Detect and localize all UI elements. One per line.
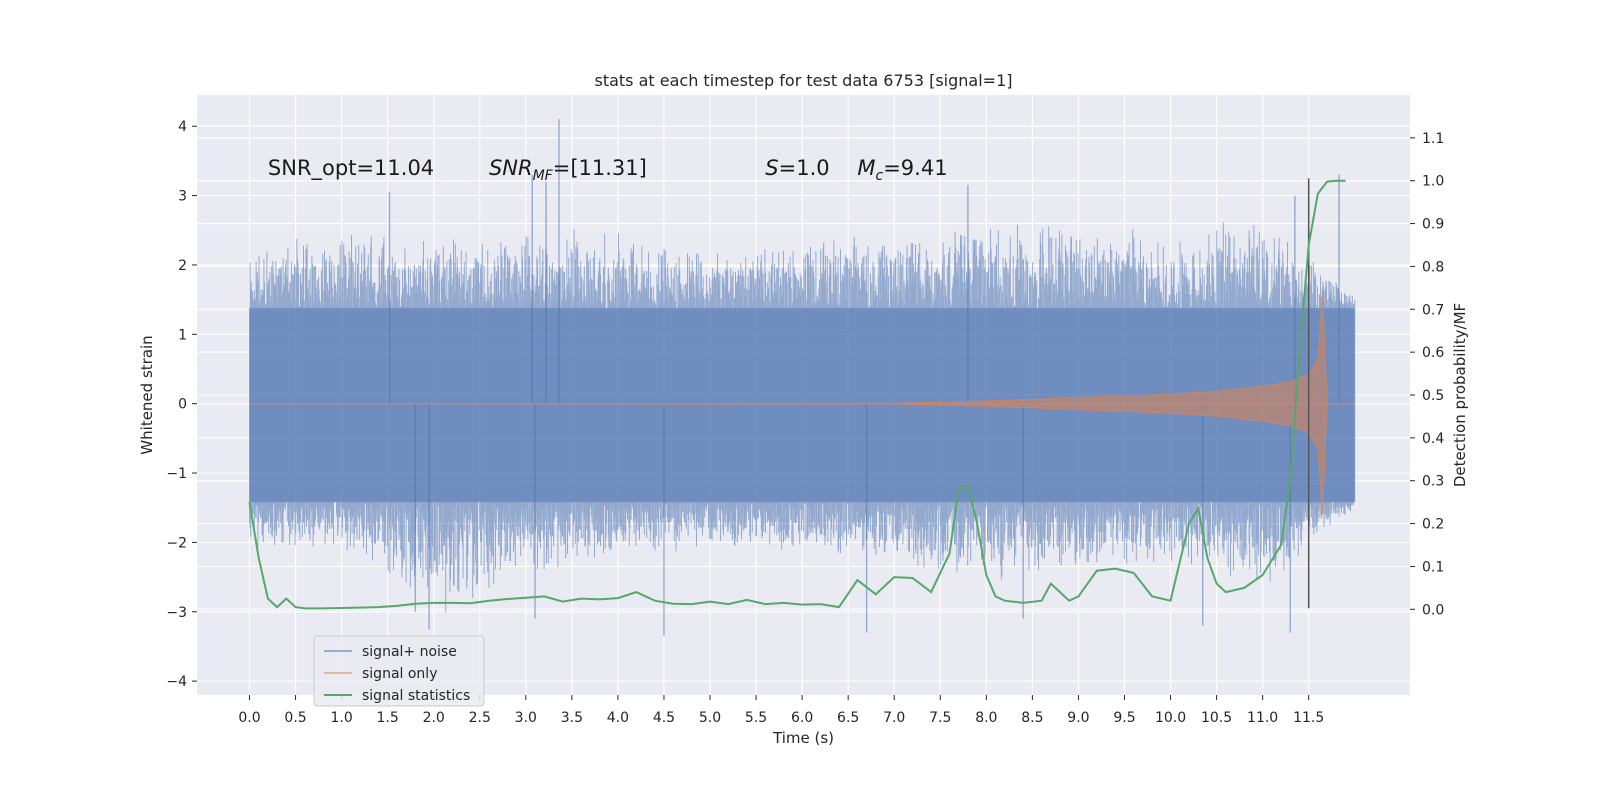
- x-tick-label: 11.5: [1293, 710, 1324, 726]
- x-tick-label: 7.0: [883, 710, 905, 726]
- x-tick-label: 8.5: [1021, 710, 1043, 726]
- x-tick-label: 9.0: [1067, 710, 1089, 726]
- x-tick-label: 1.0: [330, 710, 352, 726]
- x-tick-label: 10.5: [1201, 710, 1232, 726]
- annotation-value: =9.41: [883, 156, 947, 180]
- annotation-main: M: [857, 156, 875, 180]
- y2-tick-label: 0.2: [1422, 517, 1444, 533]
- annotation-main: SNR: [489, 156, 533, 180]
- y-tick-label: 1: [178, 327, 187, 343]
- x-tick-label: 6.0: [791, 710, 813, 726]
- x-tick-label: 11.0: [1247, 710, 1278, 726]
- x-tick-label: 2.5: [469, 710, 491, 726]
- y2-tick-label: 1.0: [1422, 174, 1444, 190]
- x-tick-label: 10.0: [1155, 710, 1186, 726]
- y2-axis-label: Detection probability/MF: [1451, 303, 1469, 487]
- annotation-text: SNRMF=[11.31]: [489, 156, 647, 184]
- y2-tick-label: 0.7: [1422, 302, 1444, 318]
- annotation-value: =[11.31]: [553, 156, 647, 180]
- annotation-value: =1.0: [779, 156, 830, 180]
- y-tick-label: −3: [166, 605, 187, 621]
- y-tick-label: 2: [178, 258, 187, 274]
- annotation-main: SNR_opt=11.04: [268, 156, 434, 181]
- x-tick-label: 2.0: [423, 710, 445, 726]
- annotation-text: SNR_opt=11.04: [268, 156, 434, 181]
- annotations: SNR_opt=11.04 SNRMF=[11.31] S=1.0 Mc=9.41: [268, 156, 948, 184]
- x-tick-label: 6.5: [837, 710, 859, 726]
- y2-tick-label: 0.0: [1422, 602, 1444, 618]
- data-layer: [248, 119, 1356, 637]
- y-tick-label: 3: [178, 189, 187, 205]
- y2-tick-label: 0.8: [1422, 259, 1444, 275]
- x-tick-label: 0.0: [238, 710, 260, 726]
- y-tick-label: 4: [178, 119, 187, 135]
- annotation-main: S: [765, 156, 778, 180]
- y2-tick-label: 0.1: [1422, 559, 1444, 575]
- annotation-text: Mc=9.41: [857, 156, 947, 184]
- signal-statistics-series: [248, 179, 1346, 610]
- legend-box: [313, 635, 485, 707]
- x-tick-label: 1.5: [377, 710, 399, 726]
- x-tick-label: 7.5: [929, 710, 951, 726]
- legend: signal+ noise signal only signal statistic…: [313, 635, 485, 707]
- x-tick-label: 9.5: [1113, 710, 1135, 726]
- y2-tick-label: 0.9: [1422, 217, 1444, 233]
- y-tick-label: 0: [178, 397, 187, 413]
- legend-label: signal+ noise: [362, 644, 457, 660]
- y2-tick-label: 1.1: [1422, 131, 1444, 147]
- x-tick-label: 5.0: [699, 710, 721, 726]
- x-tick-label: 4.5: [653, 710, 675, 726]
- annotation-subscript: c: [876, 168, 884, 184]
- chart-title: stats at each timestep for test data 675…: [594, 71, 1012, 90]
- y2-tick-label: 0.3: [1422, 474, 1444, 490]
- y2-tick-label: 0.4: [1422, 431, 1444, 447]
- legend-label: signal statistics: [362, 688, 470, 704]
- y2-tick-label: 0.6: [1422, 345, 1444, 361]
- y-axis-label: Whitened strain: [138, 335, 156, 454]
- y2-tick-label: 0.5: [1422, 388, 1444, 404]
- annotation-subscript: MF: [533, 168, 554, 184]
- y-tick-label: −1: [166, 466, 187, 482]
- y-tick-label: −4: [166, 674, 187, 690]
- annotation-text: S=1.0: [765, 156, 829, 180]
- legend-label: signal only: [362, 666, 437, 682]
- x-tick-label: 0.5: [284, 710, 306, 726]
- x-tick-label: 4.0: [607, 710, 629, 726]
- x-tick-label: 3.5: [561, 710, 583, 726]
- y-tick-label: −2: [166, 535, 187, 551]
- x-tick-label: 5.5: [745, 710, 767, 726]
- x-tick-label: 3.0: [515, 710, 537, 726]
- axes: 0.0 0.5 1.0 1.5 2.0 2.5 3.0 3.5 4.0 4.5 5.0 5.5 6.0 6…: [166, 119, 1444, 726]
- x-tick-label: 8.0: [975, 710, 997, 726]
- x-axis-label: Time (s): [772, 729, 834, 747]
